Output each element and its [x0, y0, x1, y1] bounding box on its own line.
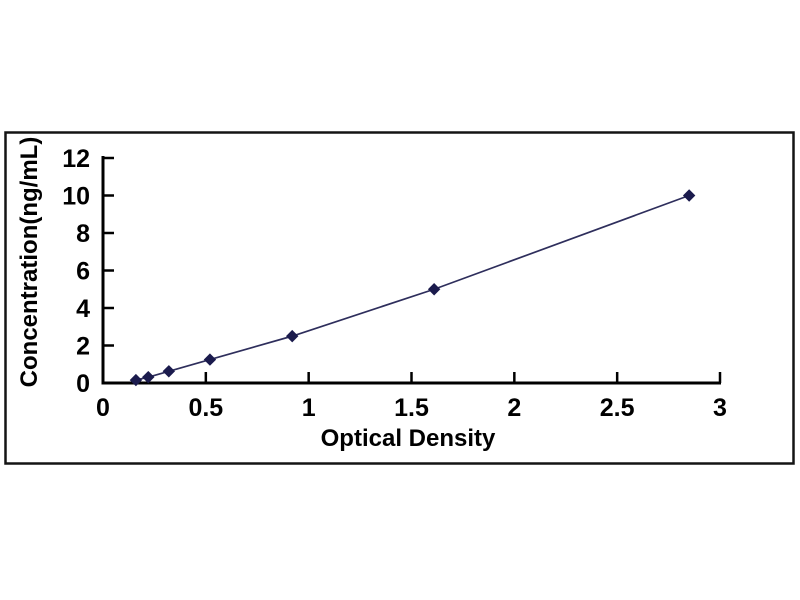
x-tick-label: 0 [96, 394, 110, 422]
data-point [129, 373, 143, 387]
x-tick-label: 3 [713, 394, 727, 422]
x-tick-label: 2 [507, 394, 521, 422]
y-tick-label: 4 [76, 295, 90, 323]
data-point [286, 329, 299, 343]
y-axis-title: Concentration(ng/mL) [16, 137, 43, 388]
y-tick-label: 10 [62, 183, 90, 211]
data-point [682, 189, 696, 202]
x-tick-label: 2.5 [600, 394, 635, 422]
x-tick-label: 1 [302, 394, 316, 422]
data-point [427, 283, 441, 296]
data-point [142, 370, 155, 384]
x-axis-title: Optical Density [321, 425, 496, 452]
data-line [135, 194, 690, 381]
y-tick-label: 6 [76, 258, 90, 286]
data-point [162, 365, 176, 378]
chart-frame-border [4, 131, 795, 465]
data-point [203, 353, 217, 366]
y-tick-label: 12 [62, 145, 90, 173]
y-tick-label: 0 [76, 370, 90, 398]
x-tick-label: 0.5 [188, 394, 223, 422]
x-tick-label: 1.5 [394, 394, 429, 422]
y-tick-label: 2 [76, 333, 90, 361]
y-tick-label: 8 [76, 220, 90, 248]
